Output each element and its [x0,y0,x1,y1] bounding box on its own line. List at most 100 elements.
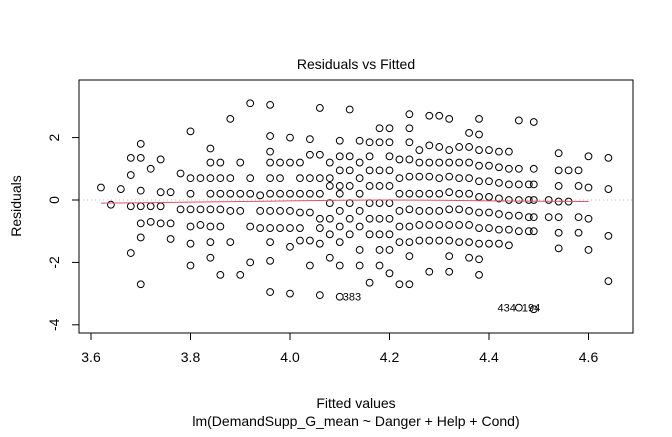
data-point [146,164,155,173]
data-point [505,147,513,156]
data-point [475,177,483,186]
data-point [186,174,195,183]
data-point [514,303,523,312]
data-point [286,158,294,167]
data-point [315,224,324,232]
data-point [445,221,454,229]
data-point [475,146,483,154]
data-point [146,217,155,226]
data-point [206,144,215,153]
data-point [335,292,344,301]
data-point [385,269,394,278]
data-point [176,205,185,214]
data-point [425,172,434,181]
data-point [355,189,364,198]
data-point [564,166,573,175]
data-point [415,146,424,154]
data-point [266,100,275,109]
data-point [485,208,493,217]
data-point [166,219,175,228]
data-point [485,192,493,201]
data-point [325,174,334,183]
data-point [405,110,414,119]
x-tick-label: 3.6 [81,349,101,365]
data-point [465,238,474,247]
data-point [544,196,553,204]
data-point [385,214,394,223]
data-point [405,238,414,247]
data-point [206,189,215,198]
data-point [465,207,474,215]
data-point [256,191,265,200]
data-point [107,200,115,209]
data-point [375,199,384,208]
data-point [355,246,364,254]
data-point [435,207,444,215]
data-point [236,189,245,198]
data-point [405,172,414,181]
x-tick-label: 3.8 [181,349,201,365]
data-point [286,242,294,251]
data-point [315,214,324,223]
data-point [554,244,563,253]
data-point [266,174,275,183]
data-point [365,214,374,223]
data-point [365,152,374,161]
data-point [206,174,215,183]
data-point [116,185,125,193]
y-tick-label: 0 [46,196,62,204]
data-point [574,213,583,222]
data-point [604,153,613,162]
data-point [126,153,135,162]
x-tick-label: 4.6 [579,349,599,365]
data-point [136,186,145,195]
data-point [146,202,155,211]
data-point [465,158,474,167]
data-point [465,143,474,151]
data-point [365,199,374,208]
data-point [475,130,483,139]
data-point [505,211,513,220]
data-point [335,207,344,215]
data-point [529,180,538,189]
data-point [186,127,195,136]
data-point [286,133,294,142]
data-point [196,174,205,183]
data-point [156,155,165,164]
data-point [325,253,334,262]
data-point [435,111,444,120]
data-point [226,114,235,123]
x-tick-label: 4.4 [479,349,499,365]
data-point [216,270,225,279]
annotations-layer: 383 434 194 [343,292,540,315]
data-point [266,207,275,215]
data-point [475,224,483,232]
data-point [355,222,364,231]
data-point [495,194,503,203]
data-point [395,174,404,183]
data-point [335,166,344,175]
data-point [186,261,195,270]
data-point [315,174,324,183]
data-point [604,185,613,193]
data-point [574,228,583,237]
data-point [475,161,483,170]
points-layer [97,99,613,314]
data-point [445,188,454,197]
data-point [554,166,563,175]
data-point [355,136,364,145]
data-point [216,189,225,198]
data-point [375,166,384,175]
data-point [335,182,344,190]
data-point [529,196,538,204]
data-point [405,280,414,289]
data-point [156,202,165,211]
data-point [415,158,424,167]
data-point [136,280,145,289]
data-point [306,174,314,183]
data-point [136,139,145,148]
data-point [574,166,583,175]
data-point [315,189,324,198]
data-point [345,105,354,114]
